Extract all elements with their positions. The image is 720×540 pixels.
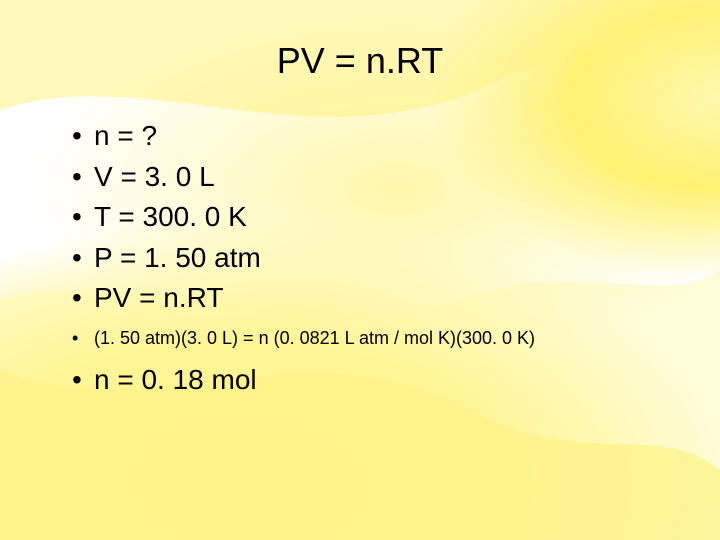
- bullet-item: PV = n.RT: [72, 278, 670, 319]
- bullet-text: V = 3. 0 L: [94, 161, 215, 192]
- bullet-item: n = ?: [72, 116, 670, 157]
- bullet-item: T = 300. 0 K: [72, 197, 670, 238]
- bullet-text: n = ?: [94, 120, 157, 151]
- slide-title: PV = n.RT: [50, 40, 670, 82]
- bullet-item: (1. 50 atm)(3. 0 L) = n (0. 0821 L atm /…: [72, 323, 670, 354]
- bullet-text: n = 0. 18 mol: [94, 364, 257, 395]
- bullet-text: T = 300. 0 K: [94, 201, 247, 232]
- bullet-text: PV = n.RT: [94, 282, 223, 313]
- slide-content: PV = n.RT n = ? V = 3. 0 L T = 300. 0 K …: [0, 0, 720, 540]
- bullet-text: (1. 50 atm)(3. 0 L) = n (0. 0821 L atm /…: [94, 328, 535, 348]
- bullet-list: n = ? V = 3. 0 L T = 300. 0 K P = 1. 50 …: [50, 116, 670, 400]
- bullet-item: n = 0. 18 mol: [72, 360, 670, 401]
- bullet-text: P = 1. 50 atm: [94, 242, 261, 273]
- bullet-item: P = 1. 50 atm: [72, 238, 670, 279]
- bullet-item: V = 3. 0 L: [72, 157, 670, 198]
